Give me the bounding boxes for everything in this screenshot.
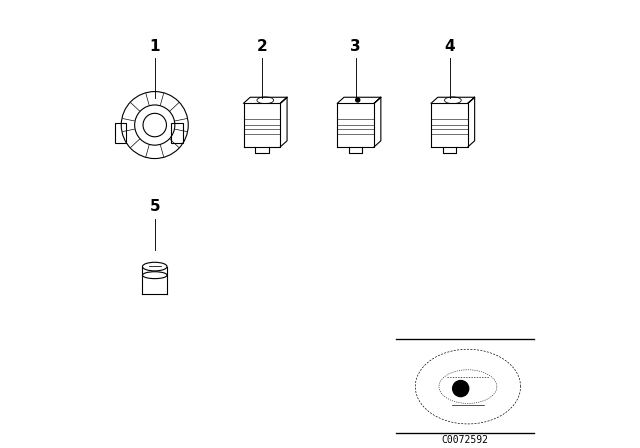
Text: 2: 2 xyxy=(257,39,268,54)
Text: 3: 3 xyxy=(351,39,361,54)
Circle shape xyxy=(452,380,468,396)
Text: C0072592: C0072592 xyxy=(442,435,489,445)
Text: 5: 5 xyxy=(149,199,160,215)
Text: 4: 4 xyxy=(444,39,455,54)
Circle shape xyxy=(356,98,360,102)
Text: 1: 1 xyxy=(150,39,160,54)
